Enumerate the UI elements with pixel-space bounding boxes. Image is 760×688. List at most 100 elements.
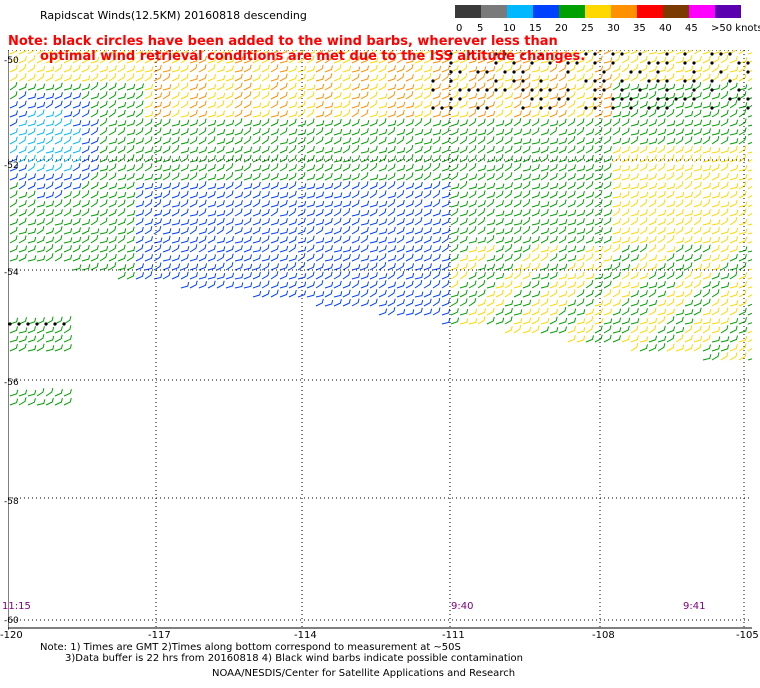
barb-stroke	[477, 145, 486, 154]
barb-stroke	[630, 129, 640, 136]
wind-barb	[494, 82, 504, 92]
wind-barb	[306, 235, 315, 244]
barb-stroke	[63, 173, 73, 181]
barb-stroke	[234, 200, 243, 208]
barb-stroke	[27, 73, 36, 82]
barb-stroke	[306, 173, 316, 181]
wind-barb	[648, 50, 658, 55]
barb-stroke	[126, 92, 136, 100]
barb-stroke	[621, 155, 630, 163]
wind-barb	[9, 245, 18, 253]
barb-stroke	[198, 118, 207, 127]
barb-stroke	[612, 207, 621, 217]
barb-stroke	[648, 307, 657, 316]
wind-barb	[333, 82, 342, 91]
barb-stroke	[585, 208, 594, 217]
wind-barb	[486, 91, 495, 100]
barb-stroke	[729, 129, 739, 136]
contamination-dot	[710, 79, 714, 83]
wind-barb	[369, 50, 378, 55]
wind-barb	[522, 271, 531, 280]
barb-stroke	[288, 55, 297, 64]
wind-barb	[315, 146, 325, 154]
barb-stroke	[63, 208, 72, 217]
barb-stroke	[81, 83, 91, 91]
wind-barb	[720, 156, 730, 163]
barb-stroke	[468, 262, 477, 271]
barb-stroke	[315, 226, 324, 235]
wind-barb	[126, 164, 136, 172]
barb-stroke	[171, 128, 181, 136]
wind-barb	[315, 253, 324, 262]
barb-stroke	[126, 137, 136, 145]
barb-stroke	[702, 272, 712, 280]
barb-stroke	[351, 108, 360, 118]
barb-stroke	[351, 66, 361, 73]
wind-barb	[621, 236, 631, 244]
wind-barb	[117, 164, 127, 172]
barb-stroke	[657, 280, 666, 289]
barb-stroke	[378, 110, 388, 118]
wind-barb	[297, 144, 306, 154]
wind-barb	[405, 111, 415, 118]
barb-stroke	[648, 263, 657, 271]
wind-barb	[738, 307, 747, 316]
wind-barb	[306, 200, 316, 208]
barb-stroke	[504, 136, 513, 145]
barb-stroke	[198, 64, 207, 73]
barb-stroke	[18, 228, 28, 235]
barb-stroke	[405, 209, 415, 217]
wind-barb	[747, 52, 752, 55]
barb-stroke	[747, 250, 752, 253]
wind-barb	[459, 289, 468, 298]
barb-stroke	[180, 164, 189, 172]
wind-barb	[621, 101, 631, 109]
wind-barb	[396, 118, 405, 127]
wind-barb	[558, 219, 568, 226]
contamination-dot	[647, 79, 651, 83]
barb-stroke	[540, 50, 548, 55]
barb-stroke	[126, 236, 135, 244]
wind-barb	[576, 165, 586, 172]
wind-barb	[585, 118, 594, 127]
wind-barb	[711, 172, 720, 181]
wind-barb	[351, 217, 360, 226]
barb-stroke	[225, 91, 234, 100]
wind-barb	[405, 57, 415, 64]
barb-stroke	[396, 155, 405, 163]
wind-barb	[423, 109, 432, 118]
wind-barb	[531, 290, 541, 298]
wind-barb	[342, 207, 351, 217]
barb-stroke	[234, 50, 243, 55]
wind-barb	[702, 325, 711, 334]
wind-barb	[279, 57, 289, 64]
wind-barb	[342, 289, 351, 298]
barb-stroke	[558, 172, 567, 181]
wind-barb	[549, 190, 558, 199]
wind-barb	[405, 136, 414, 145]
barb-stroke	[747, 185, 752, 190]
barb-stroke	[315, 263, 324, 271]
barb-stroke	[225, 218, 234, 226]
wind-barb	[378, 308, 388, 316]
wind-barb	[45, 181, 54, 190]
wind-barb	[648, 119, 657, 127]
barb-stroke	[567, 164, 576, 172]
barb-stroke	[504, 209, 514, 217]
wind-barb	[180, 147, 190, 154]
barb-stroke	[180, 263, 189, 271]
wind-barb	[720, 254, 729, 262]
wind-barb	[243, 183, 253, 190]
wind-barb	[90, 50, 99, 55]
wind-barb	[378, 110, 388, 118]
wind-barb	[225, 226, 234, 235]
wind-barb	[261, 255, 271, 262]
contamination-dot	[611, 61, 615, 65]
wind-barb	[710, 55, 720, 65]
wind-barb	[684, 281, 693, 289]
wind-barb	[657, 316, 666, 325]
wind-barb	[450, 128, 459, 136]
barb-stroke	[630, 50, 639, 55]
barb-stroke	[108, 108, 117, 118]
wind-barb	[315, 191, 325, 199]
